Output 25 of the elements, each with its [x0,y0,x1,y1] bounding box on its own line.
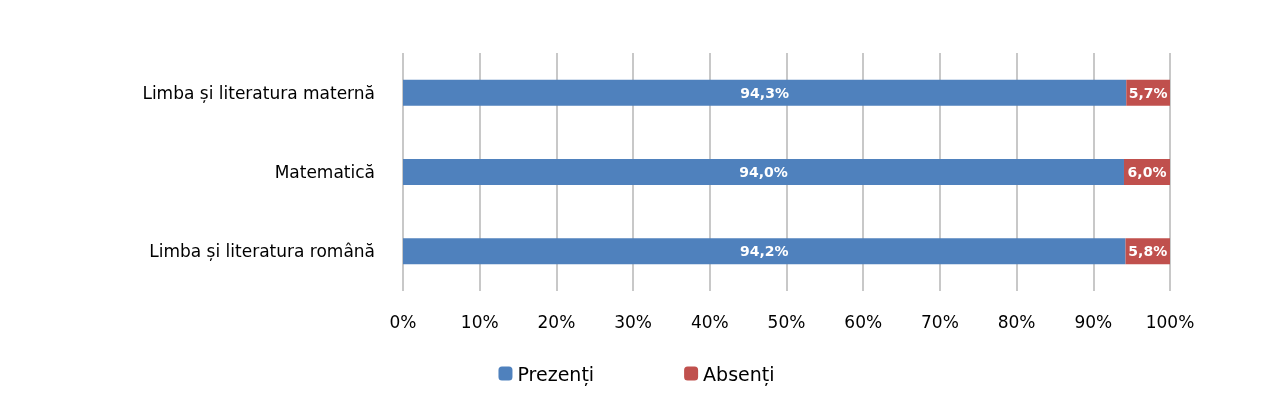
y-tick-label: Matematică [274,162,375,182]
y-tick-label: Limba și literatura maternă [142,82,375,103]
x-tick-label: 60% [844,311,883,332]
data-label: 5,8% [1128,243,1168,260]
x-tick-label: 0% [389,311,417,332]
x-tick-label: 30% [614,311,652,332]
data-label: 94,0% [739,164,788,180]
x-tick-label: 100% [1145,311,1195,332]
bar [403,238,1126,265]
x-tick-label: 70% [921,311,959,332]
bar [403,159,1124,185]
x-tick-label: 90% [1074,311,1113,332]
x-tick-label: 50% [767,311,806,332]
bar [403,79,1127,106]
legend-label: Prezenți [517,362,595,386]
data-label: 6,0% [1127,164,1167,180]
x-tick-label: 20% [537,311,576,332]
data-label: 94,3% [740,84,789,101]
data-label: 5,7% [1128,84,1168,101]
x-tick-label: 80% [997,311,1036,332]
data-label: 94,2% [739,243,789,260]
y-tick-label: Limba și literatura română [149,241,375,262]
legend-label: Absenți [703,362,775,386]
x-tick-label: 40% [690,311,729,332]
x-tick-label: 10% [460,311,499,332]
